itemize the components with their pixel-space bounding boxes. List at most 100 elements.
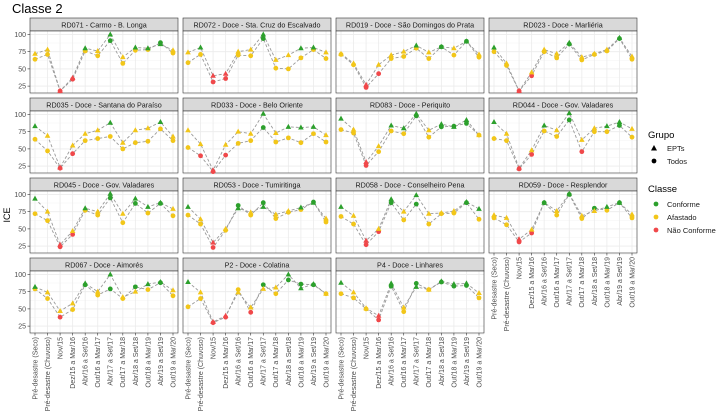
epts-line xyxy=(187,202,327,244)
todos-point xyxy=(285,66,291,72)
plot-background xyxy=(183,191,331,253)
epts-point xyxy=(298,204,304,210)
facet-strip-title: RD058 - Doce - Conselheiro Pena xyxy=(355,180,464,189)
epts-point xyxy=(210,72,216,78)
x-tick-label: Out/16 a Mar/17 xyxy=(401,337,408,388)
epts-point xyxy=(247,46,254,52)
todos-point xyxy=(70,307,76,312)
todos-point xyxy=(363,242,369,248)
epts-point xyxy=(400,208,407,214)
x-tick-label: Abr/18 a Set/18 xyxy=(133,337,140,386)
facet-panel: RD059 - Doce - Resplendor Pré-desastre (S… xyxy=(488,177,638,331)
x-tick-label: Out/18 a Mar/19 xyxy=(145,337,152,388)
epts-line xyxy=(340,40,480,86)
legend-conforme-swatch xyxy=(653,201,659,207)
epts-point xyxy=(629,211,635,217)
x-tick-label: Nov/15 xyxy=(363,337,370,359)
epts-line xyxy=(34,121,174,169)
epts-point xyxy=(222,141,229,147)
epts-point xyxy=(338,279,344,285)
epts-point xyxy=(69,227,76,233)
todos-point xyxy=(248,138,254,144)
epts-line xyxy=(34,192,174,246)
epts-point xyxy=(260,203,267,209)
facet-strip-title: RD019 - Doce - São Domingos do Prata xyxy=(346,20,474,29)
epts-point xyxy=(591,207,598,213)
epts-point xyxy=(629,125,635,131)
facet-strip-title: RD023 - Doce - Marliéria xyxy=(523,20,602,29)
epts-point xyxy=(107,190,114,196)
epts-point xyxy=(132,127,139,133)
epts-point xyxy=(170,47,176,53)
facet-panel: RD044 - Doce - Gov. Valadares xyxy=(488,97,638,175)
epts-point xyxy=(541,199,547,205)
epts-point xyxy=(528,226,535,232)
facet-panel: RD045 - Doce - Gov. Valadares 25 50 75 100 xyxy=(14,177,179,255)
epts-point xyxy=(400,304,407,310)
epts-point xyxy=(451,123,457,129)
todos-point xyxy=(185,304,191,310)
x-tick-label: Out/19 a Mar/20 xyxy=(170,337,177,388)
legend-label-epts: EPTs xyxy=(667,144,685,153)
x-tick-label: Out/17 a Mar/18 xyxy=(120,337,127,388)
legend-label-afastado: Afastado xyxy=(667,213,697,222)
todos-point xyxy=(120,220,126,226)
epts-point xyxy=(107,31,114,37)
epts-point xyxy=(260,31,267,37)
epts-point xyxy=(185,279,191,285)
plot-background xyxy=(336,111,484,173)
epts-point xyxy=(247,130,254,136)
epts-point xyxy=(145,125,151,131)
epts-point xyxy=(247,209,254,215)
todos-point xyxy=(376,71,382,77)
epts-point xyxy=(350,212,357,218)
facet-strip-title: P4 - Doce - Linhares xyxy=(377,260,443,269)
epts-point xyxy=(197,216,204,222)
todos-point xyxy=(32,136,38,142)
x-tick-label: Out/16 a Mar/17 xyxy=(95,337,102,388)
epts-point xyxy=(413,283,420,289)
todos-point xyxy=(95,292,101,298)
epts-point xyxy=(323,215,329,221)
todos-point xyxy=(107,195,113,201)
epts-point xyxy=(247,304,254,310)
epts-point xyxy=(451,207,457,213)
x-tick-label: Dez/15 a Mar/16 xyxy=(529,257,536,309)
epts-point xyxy=(553,207,560,213)
epts-point xyxy=(388,196,394,202)
todos-point xyxy=(248,53,254,59)
epts-point xyxy=(503,130,510,136)
epts-point xyxy=(426,49,432,55)
todos-line xyxy=(187,126,327,173)
plot-background xyxy=(489,111,637,173)
epts-point xyxy=(32,195,38,201)
todos-point xyxy=(45,296,50,301)
epts-point xyxy=(400,48,407,54)
epts-point xyxy=(107,271,114,277)
todos-point xyxy=(451,52,457,58)
y-axis-title: ICE xyxy=(2,207,12,222)
epts-point xyxy=(44,132,51,138)
epts-point xyxy=(451,45,457,51)
epts-point xyxy=(579,136,585,142)
legend-grupo-title: Grupo xyxy=(648,130,674,141)
epts-point xyxy=(157,119,164,125)
y-tick-label: 25 xyxy=(18,324,26,331)
panel-border xyxy=(182,110,332,174)
y-tick-label: 50 xyxy=(18,226,26,233)
plot-background xyxy=(30,271,178,333)
todos-point xyxy=(120,60,126,66)
todos-point xyxy=(338,127,344,132)
facet-panel: RD023 - Doce - Marliéria xyxy=(488,17,638,95)
epts-point xyxy=(273,211,279,217)
todos-point xyxy=(566,117,572,123)
facet-panel: P4 - Doce - Linhares Pré-desastre (Seco) P… xyxy=(335,257,485,411)
epts-point xyxy=(476,205,482,211)
todos-point xyxy=(298,281,304,287)
todos-point xyxy=(198,52,203,57)
todos-point xyxy=(132,140,138,146)
epts-point xyxy=(350,60,357,66)
x-tick-label: Out/16 a Mar/17 xyxy=(248,337,255,388)
x-tick-label: Out/19 a Mar/20 xyxy=(629,257,636,308)
epts-point xyxy=(145,45,151,51)
